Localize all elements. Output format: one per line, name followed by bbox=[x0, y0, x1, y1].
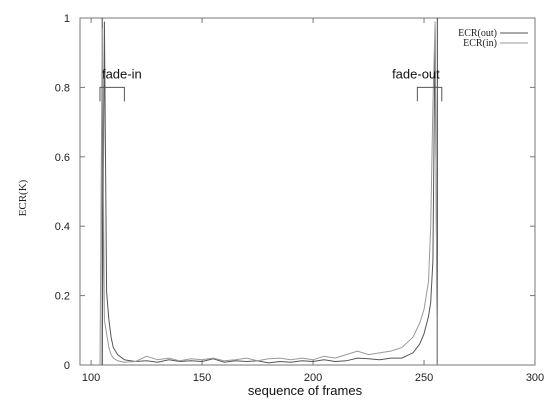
plot-frame bbox=[79, 17, 536, 366]
x-tick-label: 300 bbox=[526, 372, 544, 384]
y-tick-label: 0.4 bbox=[55, 221, 70, 233]
annotation-label: fade-in bbox=[102, 66, 142, 81]
legend-label: ECR(in) bbox=[463, 38, 497, 49]
annotation-bracket bbox=[416, 86, 443, 102]
x-tick-label: 250 bbox=[415, 372, 433, 384]
x-tick-label: 100 bbox=[82, 372, 100, 384]
y-tick-label: 0.6 bbox=[55, 152, 70, 164]
annotation-bracket bbox=[99, 86, 125, 102]
annotations: fade-in fade-out bbox=[99, 66, 443, 102]
legend: ECR(out)ECR(in) bbox=[458, 28, 528, 49]
series-lines bbox=[99, 21, 438, 366]
y-tick-label: 1 bbox=[64, 13, 70, 25]
y-tick-label: 0.2 bbox=[55, 291, 70, 303]
x-tick-label: 200 bbox=[304, 372, 322, 384]
axis-ticks: 100 150 200 250 300 0 0.2 0.4 0.6 0.8 1 bbox=[55, 13, 544, 384]
y-tick-label: 0.8 bbox=[55, 82, 70, 94]
y-tick-label: 0 bbox=[64, 360, 70, 372]
series-line bbox=[99, 21, 438, 366]
vertical-reference-lines bbox=[101, 18, 438, 365]
x-axis-label: sequence of frames bbox=[248, 383, 363, 398]
x-tick-label: 150 bbox=[193, 372, 211, 384]
series-line bbox=[101, 21, 438, 366]
annotation-label: fade-out bbox=[392, 66, 440, 81]
legend-label: ECR(out) bbox=[458, 28, 497, 39]
y-axis-label: ECR(K) bbox=[17, 179, 29, 216]
